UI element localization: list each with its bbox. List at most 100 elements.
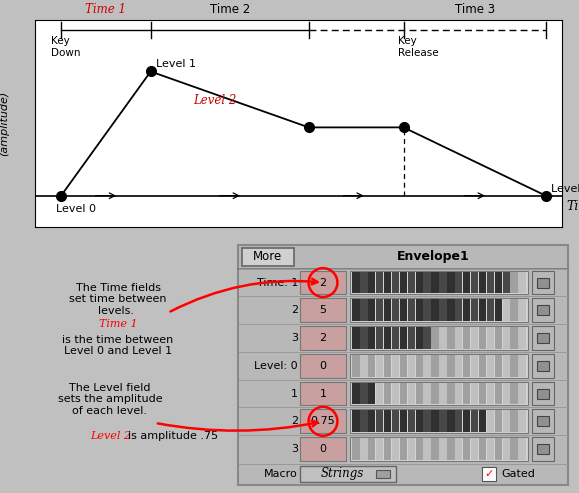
Bar [352, 299, 360, 321]
Bar [479, 383, 486, 404]
Text: Time: Time [567, 200, 579, 212]
Text: Level: 0: Level: 0 [254, 361, 298, 371]
Bar [423, 299, 431, 321]
Text: Level 2: Level 2 [193, 94, 236, 106]
Bar [494, 411, 502, 432]
Bar [463, 438, 470, 460]
Bar [511, 383, 518, 404]
Bar [537, 361, 549, 371]
Bar [439, 299, 446, 321]
Bar [471, 299, 478, 321]
Bar [455, 272, 463, 293]
Bar [511, 355, 518, 377]
Bar [384, 411, 391, 432]
Bar [518, 272, 526, 293]
Text: Level 1: Level 1 [156, 60, 196, 70]
Bar [376, 355, 383, 377]
Bar [368, 411, 375, 432]
Text: The Time fields
set time between
levels.: The Time fields set time between levels. [69, 282, 167, 316]
Bar [300, 354, 346, 378]
Bar [408, 327, 415, 349]
Bar [400, 327, 407, 349]
Bar [447, 299, 455, 321]
Text: Macro: Macro [264, 469, 298, 479]
Bar [352, 272, 360, 293]
Bar [455, 411, 463, 432]
Bar [400, 299, 407, 321]
Text: Time: 1: Time: 1 [256, 278, 298, 287]
Bar [532, 326, 554, 350]
Bar [360, 383, 368, 404]
Bar [368, 272, 375, 293]
Bar [384, 355, 391, 377]
Bar [455, 438, 463, 460]
Text: Level 3: Level 3 [551, 184, 579, 194]
Bar [471, 327, 478, 349]
Bar [503, 383, 510, 404]
Bar [376, 383, 383, 404]
Bar [479, 299, 486, 321]
Bar [518, 438, 526, 460]
Bar [518, 355, 526, 377]
Bar [455, 327, 463, 349]
Bar [350, 437, 528, 461]
Bar [350, 410, 528, 433]
Text: The Level field
sets the amplitude
of each level.: The Level field sets the amplitude of ea… [58, 383, 162, 416]
Bar [503, 327, 510, 349]
Bar [431, 438, 439, 460]
Bar [447, 383, 455, 404]
Bar [537, 278, 549, 287]
Bar [360, 299, 368, 321]
Text: 0.75: 0.75 [310, 416, 335, 426]
Bar [423, 272, 431, 293]
Bar [532, 382, 554, 405]
Bar [376, 470, 390, 478]
Bar [494, 272, 502, 293]
Bar [471, 383, 478, 404]
Bar [482, 467, 496, 481]
Bar [439, 438, 446, 460]
Text: 1: 1 [291, 388, 298, 398]
Bar [392, 411, 399, 432]
Bar [518, 411, 526, 432]
Bar [368, 327, 375, 349]
Bar [416, 383, 423, 404]
Bar [352, 411, 360, 432]
Bar [376, 411, 383, 432]
Bar [400, 438, 407, 460]
Bar [239, 436, 567, 462]
Bar [431, 327, 439, 349]
Bar [511, 299, 518, 321]
Bar [376, 327, 383, 349]
Bar [439, 272, 446, 293]
Bar [463, 327, 470, 349]
Bar [494, 327, 502, 349]
Bar [416, 299, 423, 321]
Bar [408, 272, 415, 293]
Bar [439, 355, 446, 377]
Text: 2: 2 [291, 416, 298, 426]
Bar [439, 411, 446, 432]
Bar [239, 325, 567, 352]
Text: is amplitude .75: is amplitude .75 [128, 431, 218, 441]
Bar [487, 327, 494, 349]
Bar [447, 327, 455, 349]
Bar [423, 383, 431, 404]
Bar [416, 438, 423, 460]
Text: Envelope1: Envelope1 [397, 250, 470, 263]
Bar [376, 272, 383, 293]
Text: Time 1: Time 1 [98, 319, 137, 329]
Bar [479, 355, 486, 377]
Bar [439, 327, 446, 349]
Bar [479, 272, 486, 293]
Bar [423, 438, 431, 460]
Text: More: More [254, 250, 283, 263]
Bar [238, 245, 568, 485]
Bar [479, 327, 486, 349]
Bar [300, 298, 346, 322]
Bar [518, 299, 526, 321]
Text: Time 3: Time 3 [455, 2, 495, 16]
Bar [392, 383, 399, 404]
Bar [360, 355, 368, 377]
Bar [494, 383, 502, 404]
